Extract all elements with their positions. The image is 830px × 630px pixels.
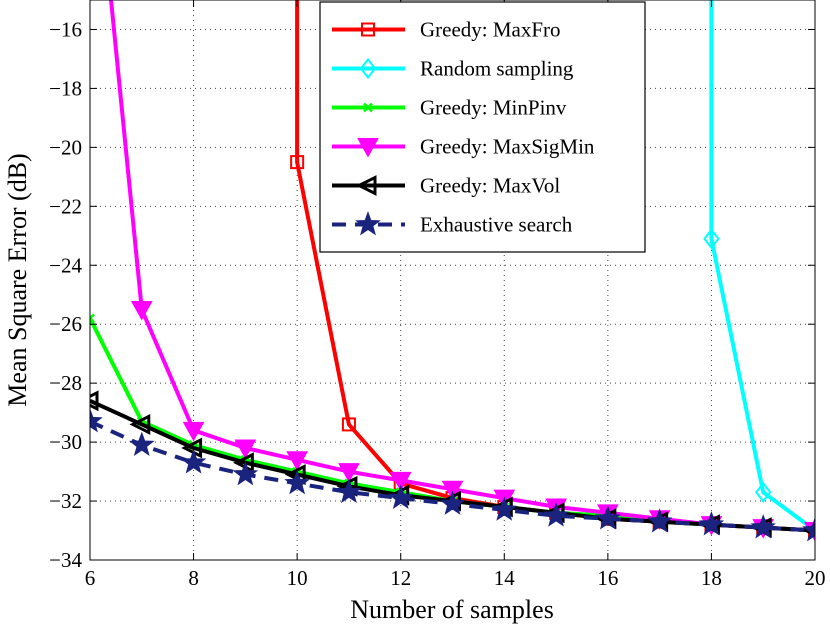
legend-label: Random sampling — [420, 57, 574, 81]
legend-marker — [359, 57, 377, 80]
data-point — [698, 511, 725, 536]
data-point — [703, 228, 720, 250]
y-tick-label: −18 — [49, 76, 82, 100]
data-point — [595, 505, 621, 530]
y-tick-label: −32 — [49, 489, 82, 513]
y-tick-label: −30 — [49, 430, 82, 454]
legend: Greedy: MaxFro Random sampling Greedy: Min… — [319, 1, 646, 253]
data-point — [338, 463, 360, 483]
x-tick-label: 20 — [805, 566, 826, 590]
data-point — [130, 300, 153, 321]
data-point — [646, 508, 673, 533]
legend-marker — [355, 175, 377, 196]
data-point — [754, 481, 772, 503]
data-point — [284, 469, 310, 495]
x-tick-label: 14 — [494, 566, 516, 590]
legend-marker — [363, 102, 373, 113]
data-point — [181, 437, 203, 459]
y-tick-label: −16 — [49, 17, 82, 41]
data-point — [290, 155, 305, 170]
data-point — [90, 408, 103, 433]
data-point — [129, 431, 155, 456]
x-tick-label: 16 — [597, 566, 618, 590]
x-tick-label: 18 — [701, 566, 722, 590]
y-axis-title: Mean Square Error (dB) — [3, 153, 32, 406]
data-point — [341, 417, 356, 432]
x-axis-title: Number of samples — [350, 595, 554, 624]
x-tick-label: 10 — [287, 566, 308, 590]
data-point — [336, 478, 362, 504]
grid — [90, 0, 815, 560]
data-point — [802, 517, 815, 542]
y-tick-label: −20 — [49, 135, 82, 159]
data-point — [286, 451, 308, 471]
data-point — [90, 390, 99, 412]
data-point — [750, 514, 776, 539]
series-group — [90, 0, 815, 542]
legend-label: Greedy: MaxFro — [420, 18, 561, 42]
series-random-sampling — [703, 0, 815, 542]
data-point — [439, 490, 466, 515]
x-tick-label: 6 — [85, 566, 96, 590]
legend-marker — [361, 22, 375, 37]
data-point — [180, 449, 207, 474]
y-tick-label: −26 — [49, 312, 82, 336]
data-point — [182, 421, 205, 442]
x-tick-label: 8 — [188, 566, 199, 590]
data-point — [441, 480, 464, 501]
data-point — [129, 413, 151, 435]
data-point — [90, 313, 95, 324]
series-exhaustive-search — [90, 408, 815, 542]
plot-frame — [89, 0, 816, 561]
axis-ticks: 6 8 10 12 14 16 18 20 −34 −32 −30 −28 −26 −24 −22 −20 −1… — [49, 0, 826, 590]
data-point — [232, 461, 259, 486]
data-point — [234, 439, 257, 460]
y-tick-label: −34 — [49, 548, 82, 572]
y-tick-label: −28 — [49, 371, 82, 395]
x-tick-label: 12 — [390, 566, 411, 590]
y-tick-label: −22 — [49, 194, 82, 218]
series-line — [709, 0, 815, 533]
legend-label: Greedy: MaxVol — [420, 174, 560, 198]
legend-label: Greedy: MinPinv — [420, 96, 567, 120]
legend-marker — [355, 211, 381, 236]
legend-label: Exhaustive search — [420, 213, 573, 237]
legend-label: Greedy: MaxSigMin — [420, 135, 595, 159]
y-tick-label: −24 — [49, 253, 82, 277]
legend-box — [319, 1, 646, 253]
legend-marker — [357, 138, 379, 158]
data-point — [543, 502, 569, 527]
data-point — [491, 496, 518, 521]
data-point — [389, 471, 412, 492]
series-line — [90, 419, 815, 533]
data-point — [387, 484, 414, 509]
